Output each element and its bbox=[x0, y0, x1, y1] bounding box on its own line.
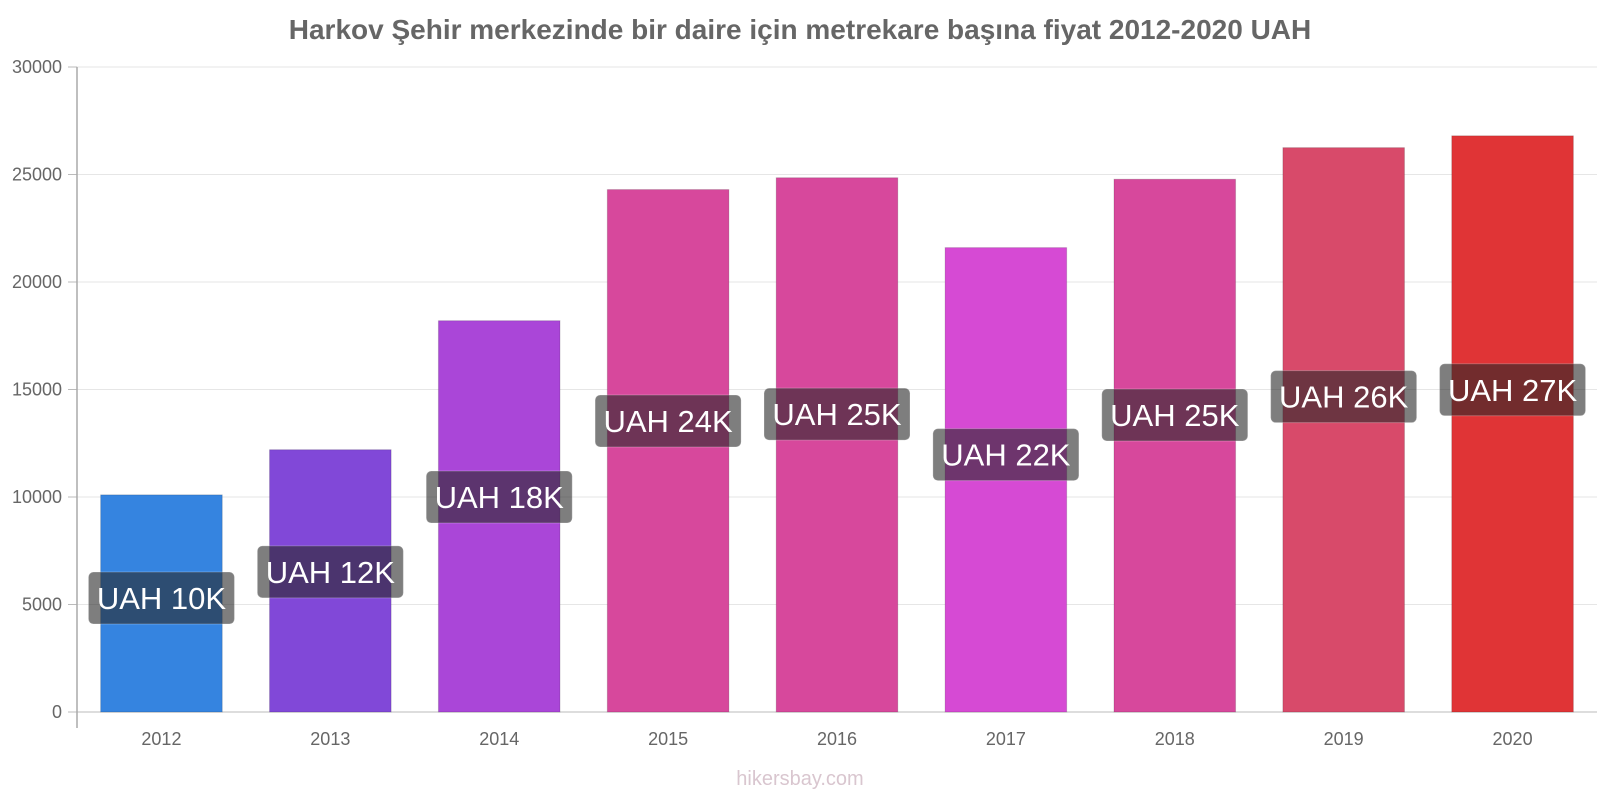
data-label: UAH 24K bbox=[603, 404, 733, 439]
data-label-box bbox=[1101, 388, 1249, 442]
y-tick-label: 25000 bbox=[12, 165, 62, 185]
bar bbox=[1113, 178, 1237, 713]
x-tick-label: 2016 bbox=[817, 729, 857, 749]
watermark-text: hikersbay.com bbox=[736, 768, 864, 790]
data-label: UAH 27K bbox=[1448, 373, 1578, 408]
y-tick-label: 20000 bbox=[12, 272, 62, 292]
data-label: UAH 26K bbox=[1279, 380, 1409, 415]
data-label-box bbox=[763, 387, 911, 441]
x-tick-label: 2018 bbox=[1155, 729, 1195, 749]
x-tick-label: 2017 bbox=[986, 729, 1026, 749]
x-tick-label: 2013 bbox=[310, 729, 350, 749]
data-label: UAH 22K bbox=[941, 438, 1071, 473]
y-tick-label: 5000 bbox=[22, 595, 62, 615]
data-label-box bbox=[256, 545, 404, 599]
data-label-box bbox=[425, 470, 573, 524]
x-tick-label: 2015 bbox=[648, 729, 688, 749]
bar bbox=[1451, 135, 1574, 713]
bar bbox=[775, 177, 899, 713]
chart-title: Harkov Şehir merkezinde bir daire için m… bbox=[288, 14, 1312, 45]
data-label-box bbox=[87, 571, 235, 625]
data-label: UAH 18K bbox=[435, 480, 565, 515]
data-label-box bbox=[594, 394, 742, 448]
y-tick-label: 0 bbox=[52, 702, 62, 722]
data-label-box bbox=[932, 428, 1080, 482]
data-label: UAH 25K bbox=[772, 397, 902, 432]
x-tick-label: 2012 bbox=[141, 729, 181, 749]
data-label: UAH 10K bbox=[97, 581, 227, 616]
data-label-box bbox=[1439, 363, 1587, 417]
bar bbox=[1282, 147, 1405, 713]
x-tick-label: 2020 bbox=[1493, 729, 1533, 749]
data-label: UAH 12K bbox=[266, 555, 396, 590]
data-label-box bbox=[1270, 370, 1418, 424]
x-tick-label: 2014 bbox=[479, 729, 519, 749]
y-tick-label: 30000 bbox=[12, 57, 62, 77]
bar bbox=[606, 189, 730, 713]
y-tick-label: 15000 bbox=[12, 380, 62, 400]
y-tick-label: 10000 bbox=[12, 487, 62, 507]
x-tick-label: 2019 bbox=[1324, 729, 1364, 749]
data-label: UAH 25K bbox=[1110, 398, 1240, 433]
